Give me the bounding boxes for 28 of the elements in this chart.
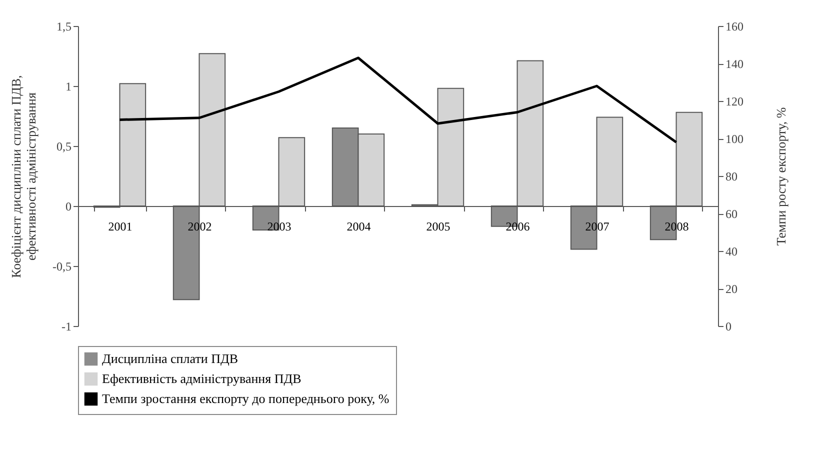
legend-label: Дисципліна сплати ПДВ <box>102 351 238 366</box>
y2-axis-title: Темпи росту експорту, % <box>774 107 788 246</box>
x-tick-label: 2002 <box>188 220 212 234</box>
y2-tick-label: 0 <box>726 320 732 334</box>
y2-tick-label: 80 <box>726 170 738 184</box>
y2-tick-label: 120 <box>726 94 744 108</box>
x-tick-label: 2003 <box>267 220 292 234</box>
x-tick-label: 2006 <box>506 220 530 234</box>
x-tick-label: 2005 <box>426 220 450 234</box>
y-tick-label: 0,5 <box>56 140 72 154</box>
y2-tick-label: 160 <box>726 20 744 34</box>
y2-tick-label: 140 <box>726 57 744 71</box>
x-tick-label: 2004 <box>346 220 371 234</box>
y2-tick-label: 40 <box>726 244 738 258</box>
y-tick-label: 1 <box>66 80 72 94</box>
y2-tick-label: 60 <box>726 207 738 221</box>
y-tick-label: -0,5 <box>52 260 72 274</box>
y-tick-label: 1,5 <box>56 20 72 34</box>
y-tick-label: 0 <box>66 200 72 214</box>
y2-tick-label: 20 <box>726 282 738 296</box>
x-tick-label: 2007 <box>585 220 610 234</box>
legend-label: Темпи зростання експорту до попереднього року, % <box>102 391 390 406</box>
x-tick-label: 2001 <box>108 220 132 234</box>
x-tick-label: 2008 <box>664 220 689 234</box>
y-axis-title: Коефіцієнт дисципліни сплати ПДВ, ефективності адміністрування <box>8 75 39 278</box>
y-tick-label: -1 <box>62 320 72 334</box>
legend-label: Ефективність адміністрування ПДВ <box>102 371 302 386</box>
y2-tick-label: 100 <box>726 132 744 146</box>
